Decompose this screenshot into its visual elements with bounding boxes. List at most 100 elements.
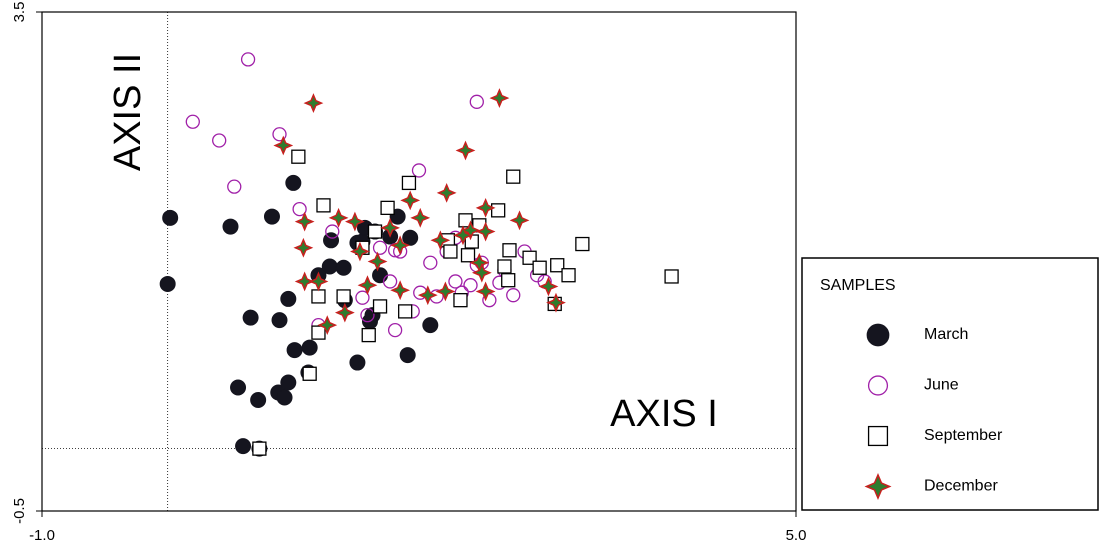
point [402,229,419,246]
point [292,201,307,217]
point [273,135,294,156]
legend-marker [866,323,890,347]
legend-marker [867,375,889,396]
point [387,322,403,338]
point [222,218,239,235]
point [401,175,417,191]
point [361,327,376,343]
point [185,114,200,129]
point [323,232,340,249]
point [372,267,389,284]
point [301,339,318,356]
point [417,285,438,306]
x-tick-label: -1.0 [29,527,55,544]
legend-label: March [924,326,968,343]
y-tick-label: -0.5 [11,498,28,524]
point [230,379,247,396]
point [325,224,340,239]
point [308,271,329,292]
point [302,366,317,381]
point [453,225,473,246]
point [502,243,517,258]
point [252,441,267,456]
point [664,269,679,284]
point [335,259,352,276]
point [506,169,521,184]
point [345,211,365,232]
point [475,281,496,302]
point [380,217,401,238]
x-axis-label: AXIS I [610,393,718,435]
point [367,251,388,272]
point [350,241,370,262]
point [435,281,456,302]
point [286,342,303,359]
point [280,290,297,307]
point [303,93,324,113]
point [501,273,516,288]
legend-marker [864,472,892,501]
point [271,312,288,329]
point [311,289,326,304]
point [276,389,293,406]
point [380,200,395,216]
point [430,230,451,251]
point [550,258,565,273]
point [357,275,378,296]
point [561,268,576,283]
legend-marker [867,425,889,447]
point [336,289,351,304]
point [162,209,179,226]
point [460,248,476,263]
point [422,317,439,334]
legend-box [801,257,1099,511]
point [458,213,473,228]
point [349,354,366,371]
point [400,190,421,211]
point [390,235,411,256]
point [436,182,457,203]
point [227,179,242,194]
point [263,208,280,225]
legend-label: June [924,377,959,394]
point [390,280,411,301]
legend-label: September [924,427,1003,444]
point [448,274,463,289]
point [398,304,413,319]
point [538,276,559,297]
point [460,220,481,241]
point [463,278,478,293]
point [411,163,427,178]
point [240,52,256,67]
point [355,290,370,305]
point [382,274,398,289]
point [317,315,338,336]
point [443,244,458,259]
point [372,299,388,314]
point [399,347,416,364]
point [285,174,302,191]
point [294,271,315,292]
point [272,127,287,142]
point [242,309,259,326]
point [509,210,530,231]
point [328,207,349,228]
point [491,203,506,218]
point [410,207,431,228]
point [489,88,510,108]
point [235,438,252,455]
point [575,236,590,252]
x-tick-label: 5.0 [786,527,807,544]
point [372,240,388,255]
point [360,307,375,323]
point [280,374,297,391]
point [293,237,314,258]
point [250,391,267,408]
point [159,275,176,292]
point [423,255,438,270]
point [455,140,476,161]
point [532,260,547,275]
legend-label: December [924,478,998,495]
point [475,221,496,242]
